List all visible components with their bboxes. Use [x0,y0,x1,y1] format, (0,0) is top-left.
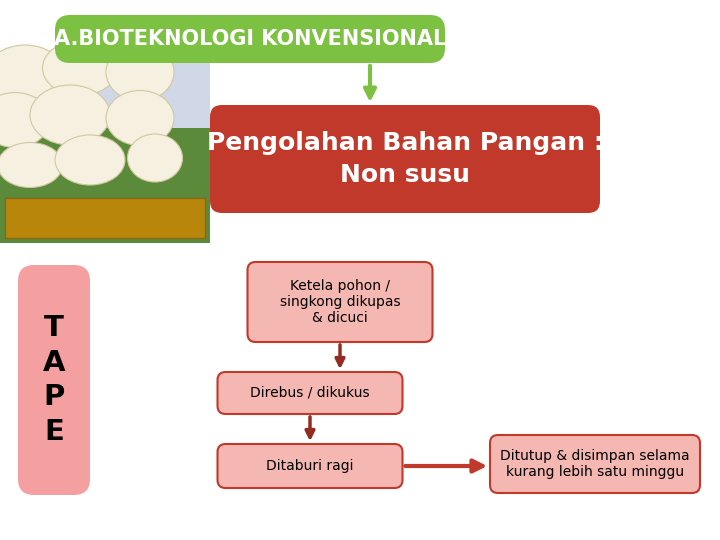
FancyBboxPatch shape [0,58,210,128]
FancyBboxPatch shape [55,15,445,63]
Text: Direbus / dikukus: Direbus / dikukus [250,386,370,400]
Text: Ditaburi ragi: Ditaburi ragi [266,459,354,473]
Ellipse shape [42,40,117,96]
Ellipse shape [0,143,63,187]
Ellipse shape [106,43,174,101]
Text: Ditutup & disimpan selama
kurang lebih satu minggu: Ditutup & disimpan selama kurang lebih s… [500,449,690,479]
FancyBboxPatch shape [217,444,402,488]
Ellipse shape [55,135,125,185]
FancyBboxPatch shape [5,198,205,238]
Text: T
A
P
E: T A P E [42,314,66,446]
FancyBboxPatch shape [210,105,600,213]
Text: Ketela pohon /
singkong dikupas
& dicuci: Ketela pohon / singkong dikupas & dicuci [279,279,400,325]
FancyBboxPatch shape [0,58,210,243]
Ellipse shape [0,45,65,105]
Ellipse shape [106,91,174,145]
FancyBboxPatch shape [490,435,700,493]
Text: A.BIOTEKNOLOGI KONVENSIONAL: A.BIOTEKNOLOGI KONVENSIONAL [54,29,446,49]
Ellipse shape [30,85,110,145]
FancyBboxPatch shape [0,118,210,243]
FancyBboxPatch shape [18,265,90,495]
FancyBboxPatch shape [248,262,433,342]
Ellipse shape [127,134,182,182]
Text: Pengolahan Bahan Pangan :
Non susu: Pengolahan Bahan Pangan : Non susu [207,131,603,187]
FancyBboxPatch shape [217,372,402,414]
Ellipse shape [0,92,50,147]
